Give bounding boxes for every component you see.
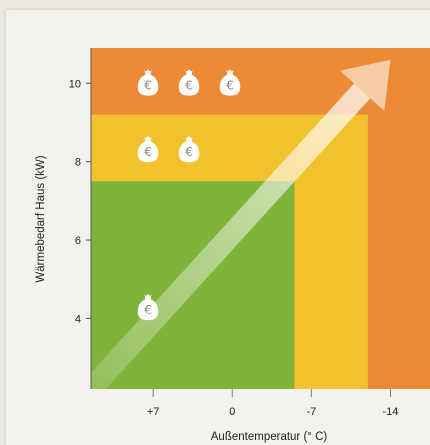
y-tick-label: 4: [75, 313, 81, 325]
x-tick-label: 0: [229, 406, 235, 418]
y-axis-title: Wärmebedarf Haus (kW): [35, 155, 47, 282]
y-tick-label: 8: [75, 157, 81, 169]
heat-demand-arrow: [82, 59, 391, 397]
x-tick-label: -7: [306, 406, 316, 418]
x-tick-label: +7: [147, 406, 160, 418]
y-tick-label: 6: [75, 235, 81, 247]
arrow-shaft: [82, 83, 371, 397]
x-axis-title: Außentemperatur (° C): [211, 431, 328, 443]
arrow-head: [340, 59, 391, 111]
y-ticks: 4 6 8 10: [69, 78, 91, 325]
y-tick-label: 10: [69, 78, 81, 90]
x-tick-label: -14: [382, 406, 398, 418]
x-ticks: +7 0 -7 -14: [147, 389, 398, 418]
